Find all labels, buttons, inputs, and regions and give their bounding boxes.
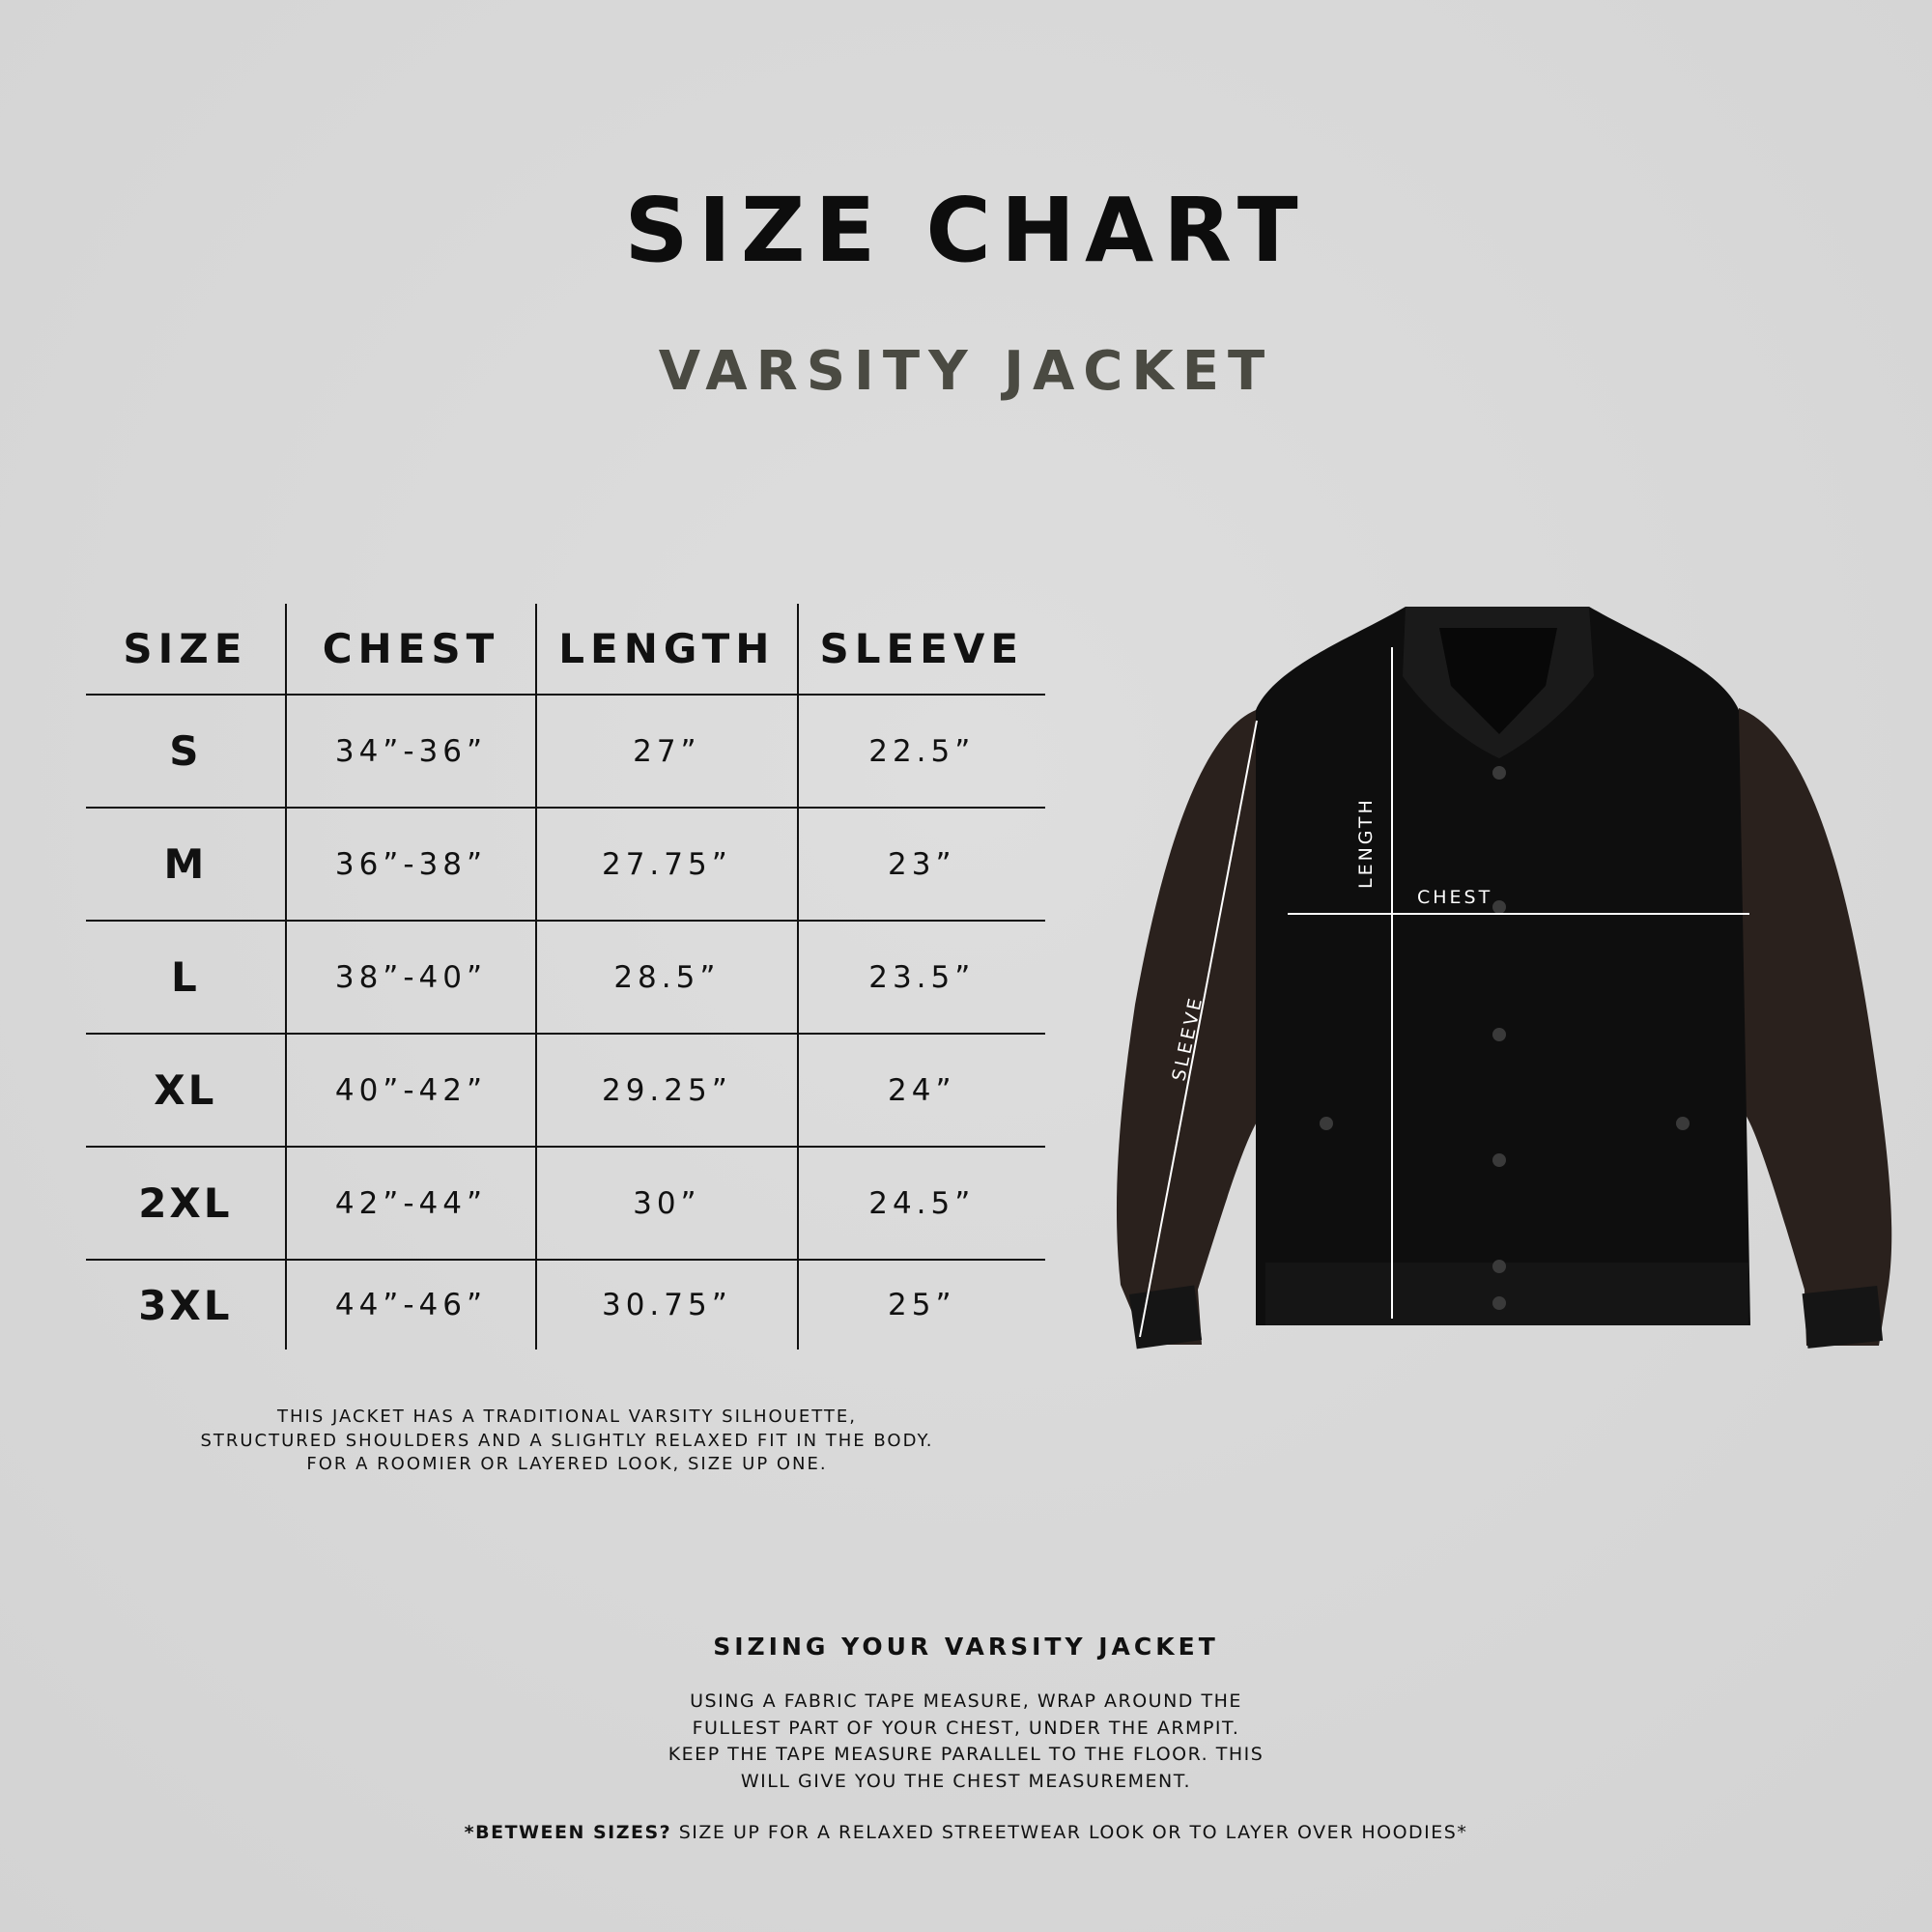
table-row: S 34”-36” 27” 22.5” <box>86 694 1045 807</box>
cell-size: L <box>170 953 200 1001</box>
cell-chest: 34”-36” <box>284 696 535 807</box>
cell-length: 30” <box>535 1148 796 1259</box>
cell-chest: 38”-40” <box>284 922 535 1033</box>
sleeve-line <box>1139 720 1258 1338</box>
snap-buttons <box>1320 766 1690 1310</box>
table-row: 3XL 44”-46” 30.75” 25” <box>86 1259 1045 1350</box>
jacket-body <box>1256 607 1750 1325</box>
note-bold: *BETWEEN SIZES? <box>464 1822 672 1843</box>
cell-length: 29.25” <box>535 1035 796 1146</box>
instruction-line: USING A FABRIC TAPE MEASURE, WRAP AROUND… <box>690 1690 1242 1712</box>
between-sizes-note: *BETWEEN SIZES? SIZE UP FOR A RELAXED ST… <box>0 1822 1932 1843</box>
cell-size: 2XL <box>138 1179 233 1227</box>
instruction-line: KEEP THE TAPE MEASURE PARALLEL TO THE FL… <box>668 1744 1264 1765</box>
cell-size: S <box>169 727 202 775</box>
cell-chest: 40”-42” <box>284 1035 535 1146</box>
page-subtitle: VARSITY JACKET <box>658 340 1274 403</box>
table-header: SIZE CHEST LENGTH SLEEVE <box>86 604 1045 694</box>
note-text: SIZE UP FOR A RELAXED STREETWEAR LOOK OR… <box>671 1822 1468 1843</box>
length-label: LENGTH <box>1355 797 1377 889</box>
cell-sleeve: 23” <box>796 809 1045 920</box>
snap-button <box>1492 1260 1506 1273</box>
table-row: M 36”-38” 27.75” 23” <box>86 807 1045 920</box>
table-row: XL 40”-42” 29.25” 24” <box>86 1033 1045 1146</box>
cell-length: 30.75” <box>535 1261 796 1350</box>
instruction-line: FULLEST PART OF YOUR CHEST, UNDER THE AR… <box>692 1717 1240 1739</box>
fit-note-line: FOR A ROOMIER OR LAYERED LOOK, SIZE UP O… <box>306 1454 828 1474</box>
cell-sleeve: 23.5” <box>796 922 1045 1033</box>
cell-length: 28.5” <box>535 922 796 1033</box>
table-row: 2XL 42”-44” 30” 24.5” <box>86 1146 1045 1259</box>
cell-sleeve: 22.5” <box>796 696 1045 807</box>
cell-size: 3XL <box>138 1281 233 1329</box>
snap-button <box>1492 1296 1506 1310</box>
column-header-size: SIZE <box>123 625 248 672</box>
cell-chest: 44”-46” <box>284 1261 535 1350</box>
cell-size: XL <box>154 1066 217 1114</box>
cell-length: 27” <box>535 696 796 807</box>
snap-button <box>1492 1153 1506 1167</box>
pocket-button <box>1676 1117 1690 1130</box>
table-row: L 38”-40” 28.5” 23.5” <box>86 920 1045 1033</box>
sizing-heading: SIZING YOUR VARSITY JACKET <box>713 1633 1219 1661</box>
column-header-sleeve: SLEEVE <box>796 604 1045 694</box>
fit-note-line: THIS JACKET HAS A TRADITIONAL VARSITY SI… <box>277 1406 857 1427</box>
fit-note: THIS JACKET HAS A TRADITIONAL VARSITY SI… <box>181 1406 953 1477</box>
fit-note-line: STRUCTURED SHOULDERS AND A SLIGHTLY RELA… <box>200 1430 934 1451</box>
measurement-lines <box>1139 647 1749 1338</box>
left-cuff <box>1128 1285 1203 1350</box>
cell-sleeve: 24” <box>796 1035 1045 1146</box>
column-header-chest: CHEST <box>284 604 535 694</box>
pocket-button <box>1320 1117 1333 1130</box>
snap-button <box>1492 766 1506 780</box>
collar-inner <box>1439 628 1557 734</box>
right-cuff <box>1802 1286 1884 1349</box>
cell-chest: 36”-38” <box>284 809 535 920</box>
waistband <box>1265 1263 1748 1325</box>
snap-button <box>1492 1028 1506 1041</box>
instruction-line: WILL GIVE YOU THE CHEST MEASUREMENT. <box>740 1770 1192 1792</box>
cell-chest: 42”-44” <box>284 1148 535 1259</box>
cell-length: 27.75” <box>535 809 796 920</box>
page-title: SIZE CHART <box>624 179 1308 282</box>
snap-button <box>1492 900 1506 914</box>
cell-sleeve: 25” <box>796 1261 1045 1350</box>
jacket-illustration <box>1116 607 1892 1350</box>
size-table: SIZE CHEST LENGTH SLEEVE S 34”-36” 27” 22.5… <box>86 604 1045 1350</box>
cell-sleeve: 24.5” <box>796 1148 1045 1259</box>
right-sleeve <box>1739 708 1892 1346</box>
left-sleeve <box>1116 710 1270 1345</box>
sizing-instructions: USING A FABRIC TAPE MEASURE, WRAP AROUND… <box>0 1689 1932 1795</box>
chest-label: CHEST <box>1417 887 1492 908</box>
column-header-length: LENGTH <box>535 604 796 694</box>
cell-size: M <box>163 840 208 888</box>
